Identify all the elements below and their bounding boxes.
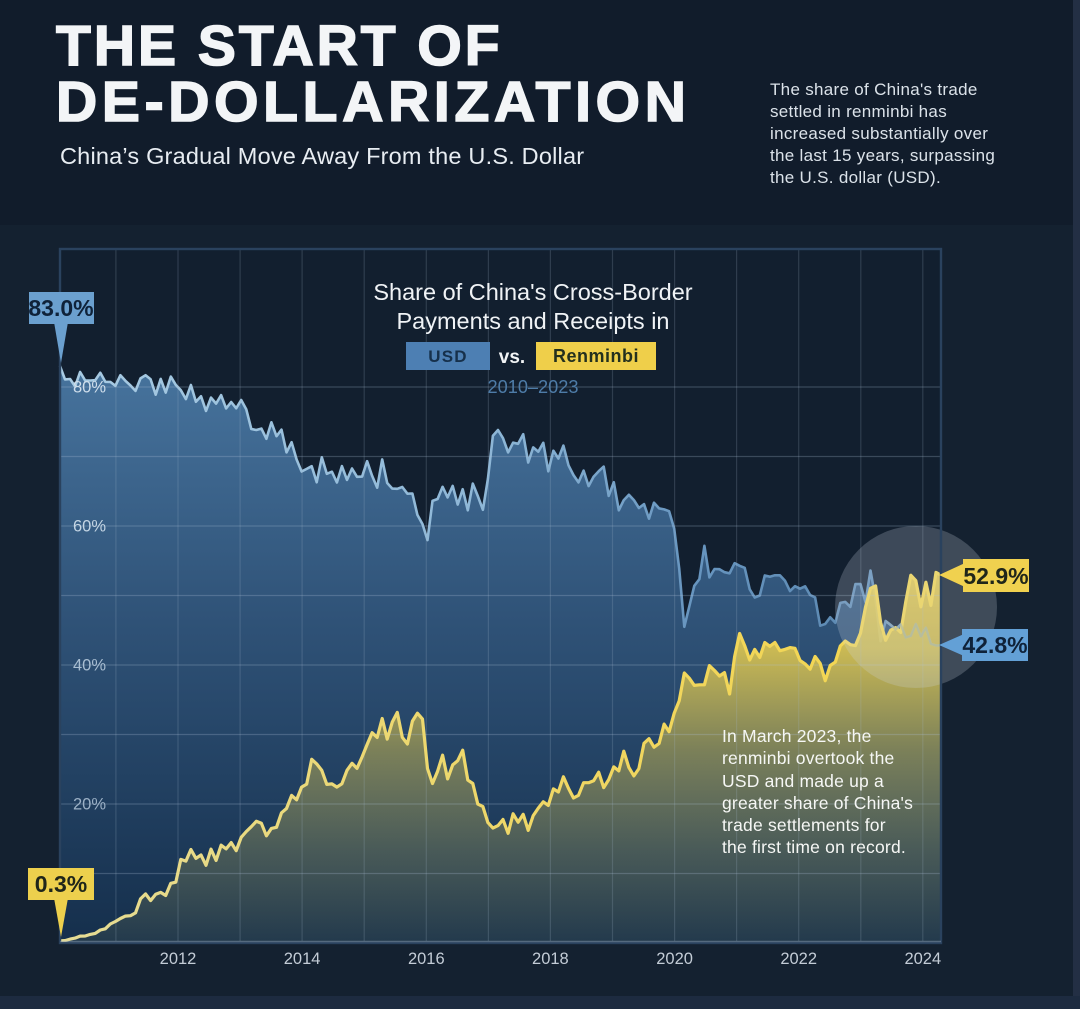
svg-text:2016: 2016: [408, 950, 445, 968]
svg-text:42.8%: 42.8%: [962, 632, 1027, 658]
svg-text:2022: 2022: [780, 950, 817, 968]
svg-text:vs.: vs.: [499, 347, 525, 368]
svg-text:52.9%: 52.9%: [963, 563, 1028, 589]
svg-text:2018: 2018: [532, 950, 569, 968]
svg-text:80%: 80%: [73, 379, 106, 397]
svg-text:Renminbi: Renminbi: [553, 346, 639, 366]
svg-text:60%: 60%: [73, 518, 106, 536]
svg-text:40%: 40%: [73, 657, 106, 675]
svg-text:USD: USD: [428, 347, 468, 366]
svg-text:2020: 2020: [656, 950, 693, 968]
svg-text:Share of China's Cross-Border: Share of China's Cross-Border: [373, 279, 692, 305]
svg-text:83.0%: 83.0%: [28, 295, 93, 321]
svg-text:Payments and Receipts in: Payments and Receipts in: [396, 308, 669, 334]
svg-text:2014: 2014: [284, 950, 321, 968]
svg-text:20%: 20%: [73, 796, 106, 814]
svg-text:2010–2023: 2010–2023: [487, 377, 578, 397]
svg-text:2012: 2012: [160, 950, 197, 968]
svg-text:0.3%: 0.3%: [35, 871, 87, 897]
svg-text:2024: 2024: [904, 950, 941, 968]
